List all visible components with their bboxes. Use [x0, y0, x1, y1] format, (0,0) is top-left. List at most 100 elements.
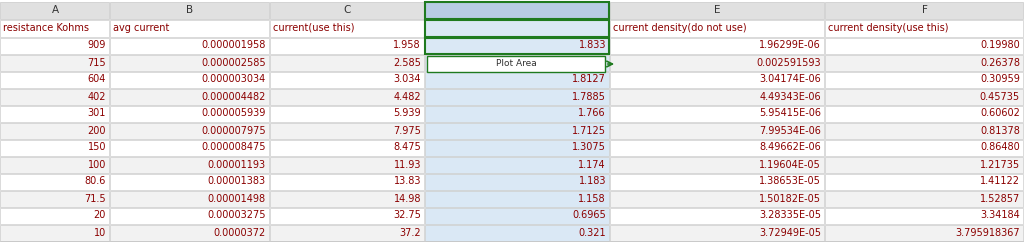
Bar [0, 208, 109, 224]
Text: 37.2: 37.2 [399, 228, 421, 237]
Bar [270, 20, 424, 37]
Text: avg current: avg current [113, 23, 169, 33]
Bar [110, 123, 269, 139]
Bar [110, 106, 269, 122]
Text: 1.96299E-06: 1.96299E-06 [759, 41, 821, 50]
Text: 1.21735: 1.21735 [980, 160, 1020, 170]
Text: 100: 100 [88, 160, 106, 170]
Bar [610, 208, 824, 224]
Text: 4.482: 4.482 [393, 91, 421, 102]
Bar [425, 123, 609, 139]
Text: 8.475: 8.475 [393, 142, 421, 152]
Text: 0.30959: 0.30959 [980, 75, 1020, 84]
Text: current density(do not use): current density(do not use) [613, 23, 746, 33]
Text: Plot Area: Plot Area [496, 59, 537, 69]
Text: 604: 604 [88, 75, 106, 84]
Text: 3.034: 3.034 [393, 75, 421, 84]
Text: 10: 10 [94, 228, 106, 237]
Bar [610, 225, 824, 241]
Text: 1.8127: 1.8127 [572, 75, 606, 84]
Bar [610, 55, 824, 71]
Text: 1.183: 1.183 [579, 176, 606, 186]
Text: 0.000004482: 0.000004482 [202, 91, 266, 102]
Bar [825, 157, 1023, 173]
Bar [270, 208, 424, 224]
Bar [425, 191, 609, 207]
Text: 2.585: 2.585 [393, 57, 421, 68]
Text: 0.002591593: 0.002591593 [757, 57, 821, 68]
Bar [610, 140, 824, 156]
Text: 1.41122: 1.41122 [980, 176, 1020, 186]
Bar [825, 106, 1023, 122]
Bar [425, 106, 609, 122]
Bar [270, 72, 424, 88]
Bar [425, 140, 609, 156]
Text: 1.19604E-05: 1.19604E-05 [759, 160, 821, 170]
Bar [425, 20, 609, 37]
Bar [825, 72, 1023, 88]
Text: 1.52857: 1.52857 [980, 194, 1020, 204]
Bar [110, 140, 269, 156]
Text: current(use this): current(use this) [273, 23, 354, 33]
Bar [110, 174, 269, 190]
Bar [0, 38, 109, 54]
Bar [610, 2, 824, 19]
Text: 0.000001958: 0.000001958 [202, 41, 266, 50]
Bar [425, 2, 609, 19]
Bar [825, 174, 1023, 190]
Bar [825, 123, 1023, 139]
Bar [427, 56, 605, 72]
Text: A: A [51, 5, 58, 15]
Text: 0.321: 0.321 [579, 228, 606, 237]
Bar [0, 106, 109, 122]
Bar [425, 89, 609, 105]
Bar [0, 20, 109, 37]
Bar [110, 55, 269, 71]
Bar [270, 89, 424, 105]
Bar [110, 89, 269, 105]
Text: 0.0000372: 0.0000372 [214, 228, 266, 237]
Bar [0, 225, 109, 241]
Bar [425, 157, 609, 173]
Bar [270, 123, 424, 139]
Bar [110, 2, 269, 19]
Text: 0.000005939: 0.000005939 [202, 109, 266, 118]
Bar [425, 174, 609, 190]
Text: 1.158: 1.158 [579, 194, 606, 204]
Bar [425, 72, 609, 88]
Bar [610, 106, 824, 122]
Text: 1.833: 1.833 [579, 41, 606, 50]
Text: 200: 200 [87, 125, 106, 136]
Text: 1.766: 1.766 [579, 109, 606, 118]
Bar [0, 140, 109, 156]
Bar [425, 55, 609, 71]
Text: 80.6: 80.6 [85, 176, 106, 186]
Text: 8.49662E-06: 8.49662E-06 [759, 142, 821, 152]
Text: 3.34184: 3.34184 [980, 210, 1020, 220]
Text: 0.000002585: 0.000002585 [202, 57, 266, 68]
Bar [825, 20, 1023, 37]
Text: 3.28335E-05: 3.28335E-05 [759, 210, 821, 220]
Text: 13.83: 13.83 [393, 176, 421, 186]
Bar [0, 2, 109, 19]
Text: 3.04174E-06: 3.04174E-06 [759, 75, 821, 84]
Text: F: F [922, 5, 928, 15]
Bar [110, 20, 269, 37]
Bar [110, 72, 269, 88]
Bar [825, 2, 1023, 19]
Text: current density(use this): current density(use this) [828, 23, 948, 33]
Text: 0.00001383: 0.00001383 [208, 176, 266, 186]
Text: 14.98: 14.98 [393, 194, 421, 204]
Text: 7.975: 7.975 [393, 125, 421, 136]
Bar [0, 191, 109, 207]
Text: C: C [344, 5, 351, 15]
Text: 7.99534E-06: 7.99534E-06 [759, 125, 821, 136]
Bar [825, 55, 1023, 71]
Bar [270, 157, 424, 173]
Bar [425, 2, 609, 19]
Bar [270, 106, 424, 122]
Bar [425, 38, 609, 54]
Bar [0, 123, 109, 139]
Bar [270, 38, 424, 54]
Text: 20: 20 [93, 210, 106, 220]
